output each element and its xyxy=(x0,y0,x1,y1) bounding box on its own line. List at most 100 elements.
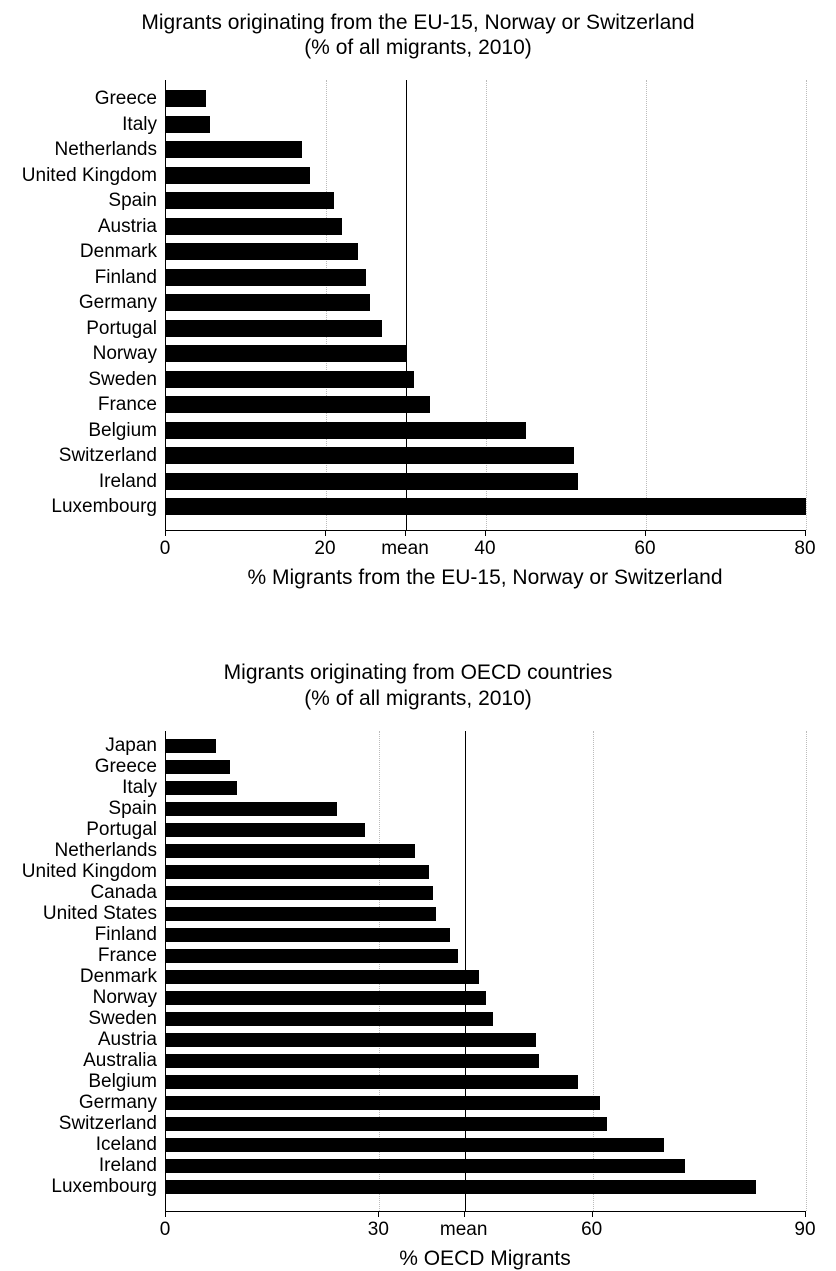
y-axis-label: Portugal xyxy=(86,318,157,340)
y-axis-label: Italy xyxy=(122,777,157,799)
y-axis-label: Denmark xyxy=(80,966,157,988)
bar xyxy=(166,294,370,311)
y-axis-label: Sweden xyxy=(88,1008,157,1030)
x-tick xyxy=(325,530,326,536)
y-axis-label: Austria xyxy=(98,1029,157,1051)
bar xyxy=(166,1138,664,1152)
y-axis-label: Austria xyxy=(98,216,157,238)
y-axis-label: Ireland xyxy=(99,471,157,493)
x-tick-label: 30 xyxy=(368,1219,389,1241)
x-tick xyxy=(378,1211,379,1217)
chart1-y-labels: GreeceItalyNetherlandsUnited KingdomSpai… xyxy=(0,80,157,530)
y-axis-label: Norway xyxy=(93,987,157,1009)
bar xyxy=(166,141,302,158)
bar xyxy=(166,865,429,879)
bar xyxy=(166,1096,600,1110)
bar xyxy=(166,1180,756,1194)
bar xyxy=(166,422,526,439)
gridline xyxy=(646,80,647,530)
y-axis-label: Luxembourg xyxy=(51,496,157,518)
bar xyxy=(166,218,342,235)
y-axis-label: Iceland xyxy=(96,1134,157,1156)
bar xyxy=(166,739,216,753)
bar xyxy=(166,396,430,413)
x-tick xyxy=(165,530,166,536)
bar xyxy=(166,907,436,921)
bar xyxy=(166,116,210,133)
y-axis-label: Australia xyxy=(83,1050,157,1072)
y-axis-label: Italy xyxy=(122,114,157,136)
chart2-title-line1: Migrants originating from OECD countries xyxy=(224,661,613,684)
x-tick-label: 90 xyxy=(794,1219,815,1241)
gridline xyxy=(806,731,807,1211)
chart1-title-line2: (% of all migrants, 2010) xyxy=(304,36,532,59)
bar xyxy=(166,371,414,388)
y-axis-label: Spain xyxy=(108,190,157,212)
x-tick xyxy=(805,1211,806,1217)
chart2-title: Migrants originating from OECD countries… xyxy=(0,660,836,710)
bar xyxy=(166,447,574,464)
x-tick-label: 40 xyxy=(474,538,495,560)
chart2-bars-region xyxy=(165,731,806,1212)
x-tick xyxy=(485,530,486,536)
bar xyxy=(166,823,365,837)
x-tick xyxy=(805,530,806,536)
y-axis-label: United States xyxy=(43,903,157,925)
y-axis-label: Switzerland xyxy=(59,445,157,467)
x-tick-label: 60 xyxy=(581,1219,602,1241)
bar xyxy=(166,1159,685,1173)
y-axis-label: Ireland xyxy=(99,1155,157,1177)
bar xyxy=(166,886,433,900)
y-axis-label: France xyxy=(98,394,157,416)
bar xyxy=(166,345,406,362)
bar xyxy=(166,1054,539,1068)
chart1-title: Migrants originating from the EU-15, Nor… xyxy=(0,10,836,60)
y-axis-label: Belgium xyxy=(88,420,157,442)
bar xyxy=(166,1117,607,1131)
mean-line xyxy=(406,80,407,530)
bar xyxy=(166,991,486,1005)
x-tick-label: 20 xyxy=(314,538,335,560)
chart2-title-line2: (% of all migrants, 2010) xyxy=(304,687,532,710)
chart2-plot: JapanGreeceItalySpainPortugalNetherlands… xyxy=(0,711,836,1261)
bar xyxy=(166,1075,578,1089)
y-axis-label: Germany xyxy=(79,1092,157,1114)
mean-tick-label: mean xyxy=(440,1219,488,1241)
y-axis-label: Spain xyxy=(108,798,157,820)
x-tick xyxy=(592,1211,593,1217)
chart-oecd: Migrants originating from OECD countries… xyxy=(0,660,836,1270)
chart-eu15: Migrants originating from the EU-15, Nor… xyxy=(0,0,836,590)
bar xyxy=(166,498,806,515)
y-axis-label: Greece xyxy=(95,756,157,778)
y-axis-label: Portugal xyxy=(86,819,157,841)
y-axis-label: Netherlands xyxy=(55,139,157,161)
y-axis-label: Luxembourg xyxy=(51,1176,157,1198)
bar xyxy=(166,90,206,107)
bar xyxy=(166,802,337,816)
chart2-y-labels: JapanGreeceItalySpainPortugalNetherlands… xyxy=(0,731,157,1211)
mean-tick xyxy=(464,1211,465,1217)
bar xyxy=(166,320,382,337)
y-axis-label: Netherlands xyxy=(55,840,157,862)
bar xyxy=(166,1033,536,1047)
y-axis-label: Belgium xyxy=(88,1071,157,1093)
x-tick-label: 0 xyxy=(160,1219,171,1241)
bar xyxy=(166,473,578,490)
y-axis-label: Sweden xyxy=(88,369,157,391)
x-tick-label: 80 xyxy=(794,538,815,560)
bar xyxy=(166,269,366,286)
x-tick-label: 60 xyxy=(634,538,655,560)
bar xyxy=(166,781,237,795)
y-axis-label: Greece xyxy=(95,88,157,110)
x-tick-label: 0 xyxy=(160,538,171,560)
y-axis-label: Finland xyxy=(95,267,157,289)
chart1-plot: GreeceItalyNetherlandsUnited KingdomSpai… xyxy=(0,60,836,580)
y-axis-label: Canada xyxy=(90,882,157,904)
y-axis-label: United Kingdom xyxy=(22,861,157,883)
y-axis-label: Norway xyxy=(93,343,157,365)
x-tick xyxy=(165,1211,166,1217)
y-axis-label: Denmark xyxy=(80,241,157,263)
bar xyxy=(166,1012,493,1026)
y-axis-label: Finland xyxy=(95,924,157,946)
y-axis-label: France xyxy=(98,945,157,967)
